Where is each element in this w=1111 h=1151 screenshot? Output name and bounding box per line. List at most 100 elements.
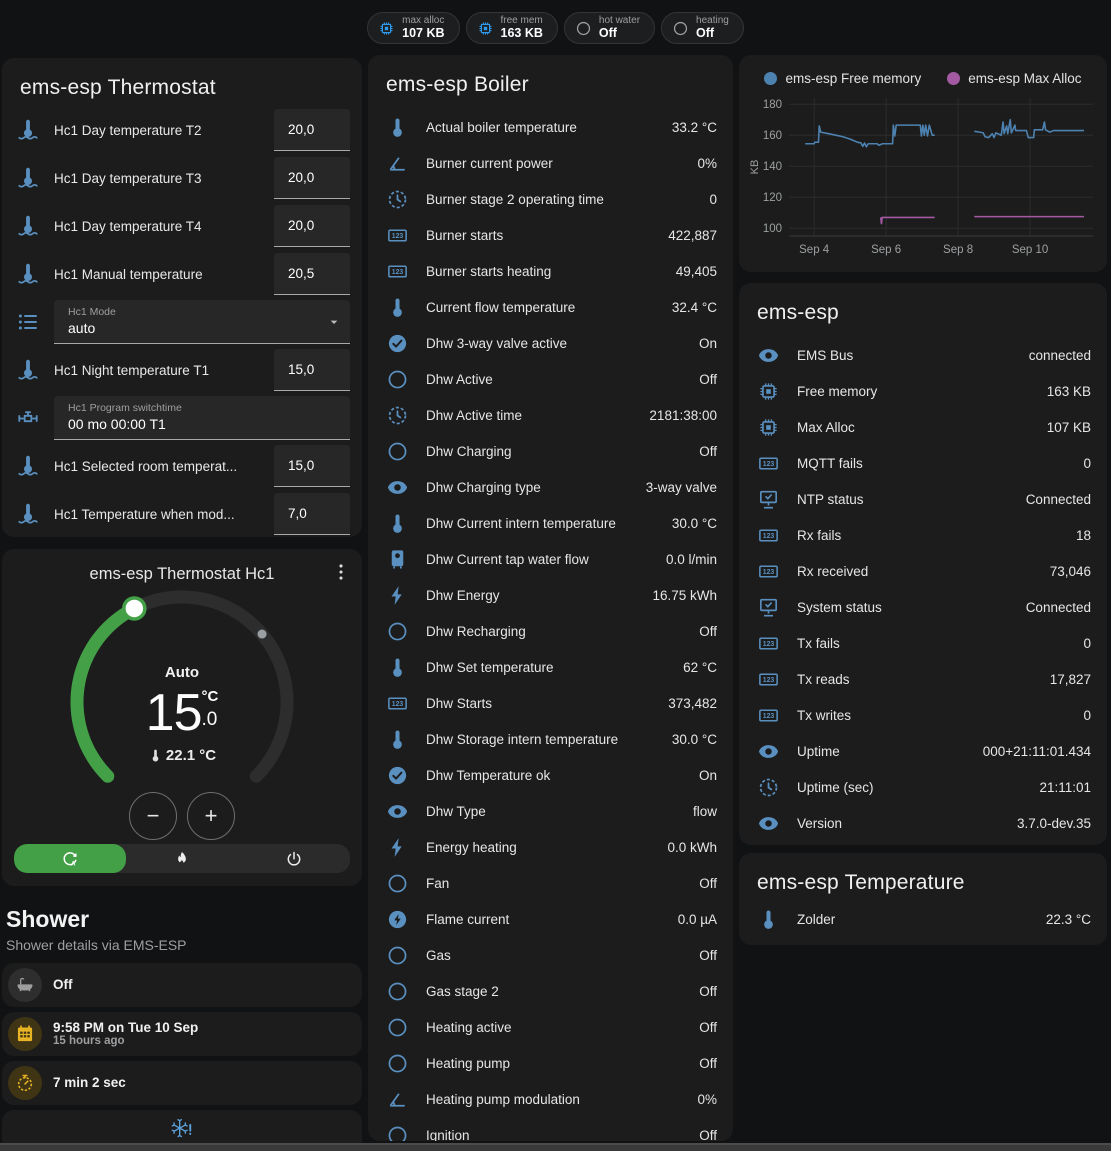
entity-label: Gas stage 2 <box>426 983 499 999</box>
config-label: Hc1 Selected room temperat... <box>54 458 238 474</box>
shower-tile[interactable]: 9:58 PM on Tue 10 Sep 15 hours ago <box>2 1012 362 1056</box>
entity-row[interactable]: Flame current 0.0 µA <box>384 901 717 937</box>
chip-text: hot water Off <box>599 16 640 40</box>
entity-row[interactable]: Uptime (sec) 21:11:01 <box>755 769 1091 805</box>
entity-row[interactable]: NTP status Connected <box>755 481 1091 517</box>
entity-row[interactable]: 123 Burner starts 422,887 <box>384 217 717 253</box>
entity-row[interactable]: Heating pump Off <box>384 1045 717 1081</box>
entity-label: Tx writes <box>797 707 851 723</box>
entity-row[interactable]: System status Connected <box>755 589 1091 625</box>
entity-row[interactable]: Dhw Current tap water flow 0.0 l/min <box>384 541 717 577</box>
entity-row[interactable]: Burner current power 0% <box>384 145 717 181</box>
entity-value: Off <box>699 623 717 639</box>
header-chip-hot-water[interactable]: hot water Off <box>563 12 656 44</box>
entity-row[interactable]: Dhw Active Off <box>384 361 717 397</box>
entity-row[interactable]: Heating active Off <box>384 1009 717 1045</box>
chip-label: max alloc <box>402 15 445 27</box>
entity-row[interactable]: Current flow temperature 32.4 °C <box>384 289 717 325</box>
thermostat-dial[interactable]: Auto 15 °C .0 22.1 °C − + <box>14 586 350 840</box>
entity-row[interactable]: Gas stage 2 Off <box>384 973 717 1009</box>
entity-row[interactable]: Zolder 22.3 °C <box>755 901 1091 937</box>
entity-value: flow <box>692 803 717 819</box>
entity-row[interactable]: Free memory 163 KB <box>755 373 1091 409</box>
entity-row[interactable]: Burner stage 2 operating time 0 <box>384 181 717 217</box>
counter-icon: 123 <box>386 260 409 283</box>
entity-row[interactable]: Dhw Energy 16.75 kWh <box>384 577 717 613</box>
chip-text: heating Off <box>696 16 729 40</box>
number-input[interactable]: 20,5 <box>274 253 350 295</box>
left-column: ems-esp Thermostat Hc1 Day temperature T… <box>2 58 362 1148</box>
header-chip-heating[interactable]: heating Off <box>661 12 744 44</box>
number-input[interactable]: 15,0 <box>274 349 350 391</box>
entity-row[interactable]: Heating pump modulation 0% <box>384 1081 717 1117</box>
entity-row[interactable]: 123 Burner starts heating 49,405 <box>384 253 717 289</box>
entity-row[interactable]: Actual boiler temperature 33.2 °C <box>384 109 717 145</box>
entity-row[interactable]: Dhw Storage intern temperature 30.0 °C <box>384 721 717 757</box>
shower-tile[interactable]: Off <box>2 963 362 1007</box>
entity-label: Uptime <box>797 743 840 759</box>
legend-item[interactable]: ems-esp Free memory <box>764 71 921 86</box>
number-input[interactable]: 20,0 <box>274 109 350 151</box>
entity-row[interactable]: 123 Tx reads 17,827 <box>755 661 1091 697</box>
entity-row[interactable]: EMS Bus connected <box>755 337 1091 373</box>
counter-icon: 123 <box>386 224 409 247</box>
entity-row[interactable]: 123 MQTT fails 0 <box>755 445 1091 481</box>
entity-row[interactable]: 123 Tx writes 0 <box>755 697 1091 733</box>
shower-tile[interactable]: 7 min 2 sec <box>2 1061 362 1105</box>
number-input[interactable]: 7,0 <box>274 493 350 535</box>
more-options-icon[interactable] <box>330 561 352 583</box>
valve-icon <box>16 406 40 430</box>
entity-row[interactable]: 123 Rx fails 18 <box>755 517 1091 553</box>
entity-row[interactable]: Dhw Active time 2181:38:00 <box>384 397 717 433</box>
entity-row[interactable]: Energy heating 0.0 kWh <box>384 829 717 865</box>
dial-card-title: ems-esp Thermostat Hc1 <box>89 565 275 583</box>
entity-row[interactable]: Dhw Recharging Off <box>384 613 717 649</box>
entity-label: Dhw Temperature ok <box>426 767 551 783</box>
number-input[interactable]: 20,0 <box>274 157 350 199</box>
svg-text:123: 123 <box>392 269 404 276</box>
temperature-decrease-button[interactable]: − <box>129 792 177 840</box>
memory-history-chart[interactable]: 100 120 140 160 180 Sep 4 Sep 6 Sep 8 Sep 10 KB <box>747 88 1099 260</box>
entity-row[interactable]: Max Alloc 107 KB <box>755 409 1091 445</box>
entity-row[interactable]: Ignition Off <box>384 1117 717 1141</box>
number-input[interactable]: 15,0 <box>274 445 350 487</box>
entity-row[interactable]: Dhw Type flow <box>384 793 717 829</box>
entity-row[interactable]: 123 Dhw Starts 373,482 <box>384 685 717 721</box>
legend-item[interactable]: ems-esp Max Alloc <box>947 71 1082 86</box>
entity-value: Off <box>699 1019 717 1035</box>
entity-row[interactable]: Version 3.7.0-dev.35 <box>755 805 1091 841</box>
entity-label: Tx fails <box>797 635 840 651</box>
entity-row[interactable]: Uptime 000+21:11:01.434 <box>755 733 1091 769</box>
svg-text:180: 180 <box>763 99 782 111</box>
mode-select[interactable]: Hc1 Mode auto <box>54 300 350 344</box>
entity-label: System status <box>797 599 882 615</box>
header-chip-free-mem[interactable]: free mem 163 KB <box>465 12 558 44</box>
circle-icon <box>575 20 592 37</box>
entity-row[interactable]: Dhw Charging Off <box>384 433 717 469</box>
entity-row[interactable]: Dhw Current intern temperature 30.0 °C <box>384 505 717 541</box>
entity-row[interactable]: Dhw 3-way valve active On <box>384 325 717 361</box>
bottom-scroll-strip[interactable] <box>0 1143 1111 1151</box>
entity-row[interactable]: Fan Off <box>384 865 717 901</box>
shower-section-subtitle: Shower details via EMS-ESP <box>6 937 187 953</box>
entity-row[interactable]: Dhw Set temperature 62 °C <box>384 649 717 685</box>
hvac-mode-heat-button[interactable] <box>126 844 238 873</box>
legend-dot <box>947 72 961 85</box>
entity-row[interactable]: 123 Rx received 73,046 <box>755 553 1091 589</box>
entity-row[interactable]: 123 Tx fails 0 <box>755 625 1091 661</box>
chevron-down-icon[interactable] <box>326 314 342 330</box>
text-input[interactable]: Hc1 Program switchtime 00 mo 00:00 T1 <box>54 396 350 440</box>
entity-row[interactable]: Dhw Charging type 3-way valve <box>384 469 717 505</box>
entity-row[interactable]: Dhw Temperature ok On <box>384 757 717 793</box>
hvac-mode-auto-button[interactable]: A <box>14 844 126 873</box>
chip-icon <box>757 416 780 439</box>
temperature-increase-button[interactable]: + <box>187 792 235 840</box>
clock-icon <box>386 404 409 427</box>
circle-icon <box>386 944 409 967</box>
entity-row[interactable]: Gas Off <box>384 937 717 973</box>
hvac-mode-off-button[interactable] <box>238 844 350 873</box>
shower-cold-shot-tile[interactable] <box>2 1110 362 1148</box>
config-label: Hc1 Day temperature T3 <box>54 170 202 186</box>
header-chip-max-alloc[interactable]: max alloc 107 KB <box>367 12 460 44</box>
number-input[interactable]: 20,0 <box>274 205 350 247</box>
